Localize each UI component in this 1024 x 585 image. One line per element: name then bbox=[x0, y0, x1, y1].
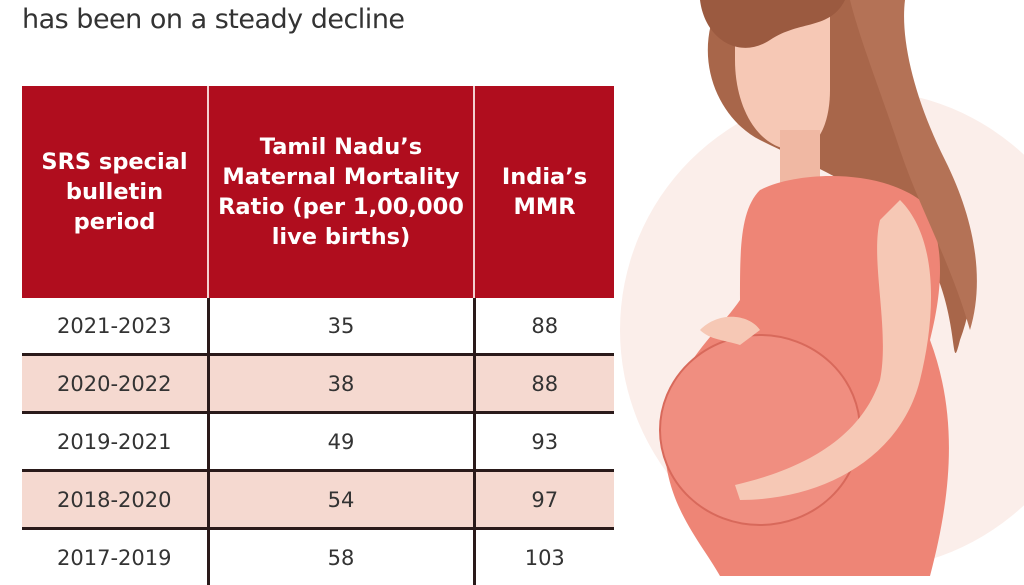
table-header-row: SRS special bulletin period Tamil Nadu’s… bbox=[22, 86, 614, 298]
subtitle: has been on a steady decline bbox=[22, 4, 405, 35]
pregnant-woman-illustration bbox=[600, 0, 1024, 576]
table-row: 2019-2021 49 93 bbox=[22, 413, 614, 471]
header-tn-mmr: Tamil Nadu’s Maternal Mortality Ratio (p… bbox=[208, 86, 474, 298]
cell-india-mmr: 88 bbox=[474, 298, 614, 355]
table-row: 2020-2022 38 88 bbox=[22, 355, 614, 413]
cell-period: 2017-2019 bbox=[22, 529, 208, 585]
cell-india-mmr: 93 bbox=[474, 413, 614, 471]
cell-tn-mmr: 58 bbox=[208, 529, 474, 585]
cell-period: 2018-2020 bbox=[22, 471, 208, 529]
cell-tn-mmr: 35 bbox=[208, 298, 474, 355]
table-row: 2018-2020 54 97 bbox=[22, 471, 614, 529]
cell-india-mmr: 103 bbox=[474, 529, 614, 585]
header-period: SRS special bulletin period bbox=[22, 86, 208, 298]
cell-period: 2021-2023 bbox=[22, 298, 208, 355]
cell-tn-mmr: 38 bbox=[208, 355, 474, 413]
cell-period: 2019-2021 bbox=[22, 413, 208, 471]
cell-tn-mmr: 54 bbox=[208, 471, 474, 529]
cell-india-mmr: 88 bbox=[474, 355, 614, 413]
cell-tn-mmr: 49 bbox=[208, 413, 474, 471]
cell-india-mmr: 97 bbox=[474, 471, 614, 529]
cell-period: 2020-2022 bbox=[22, 355, 208, 413]
mmr-table: SRS special bulletin period Tamil Nadu’s… bbox=[22, 86, 614, 585]
table-row: 2017-2019 58 103 bbox=[22, 529, 614, 585]
header-india-mmr: India’s MMR bbox=[474, 86, 614, 298]
table-row: 2021-2023 35 88 bbox=[22, 298, 614, 355]
